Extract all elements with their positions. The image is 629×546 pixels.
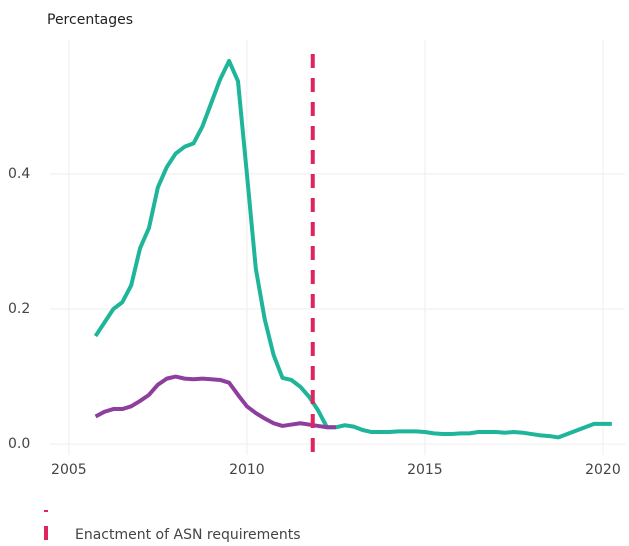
y-tick-label: 0.0: [8, 436, 30, 452]
y-tick-label: 0.2: [8, 301, 30, 317]
x-tick-label: 2020: [585, 462, 621, 478]
x-tick-label: 2005: [51, 462, 87, 478]
x-tick-label: 2015: [407, 462, 443, 478]
legend-label: Enactment of ASN requirements: [75, 527, 301, 543]
line-series: [93, 58, 612, 440]
line-series: [94, 374, 336, 430]
chart-title: Percentages: [47, 12, 133, 28]
y-tick-label: 0.4: [8, 166, 30, 182]
x-tick-label: 2010: [229, 462, 265, 478]
